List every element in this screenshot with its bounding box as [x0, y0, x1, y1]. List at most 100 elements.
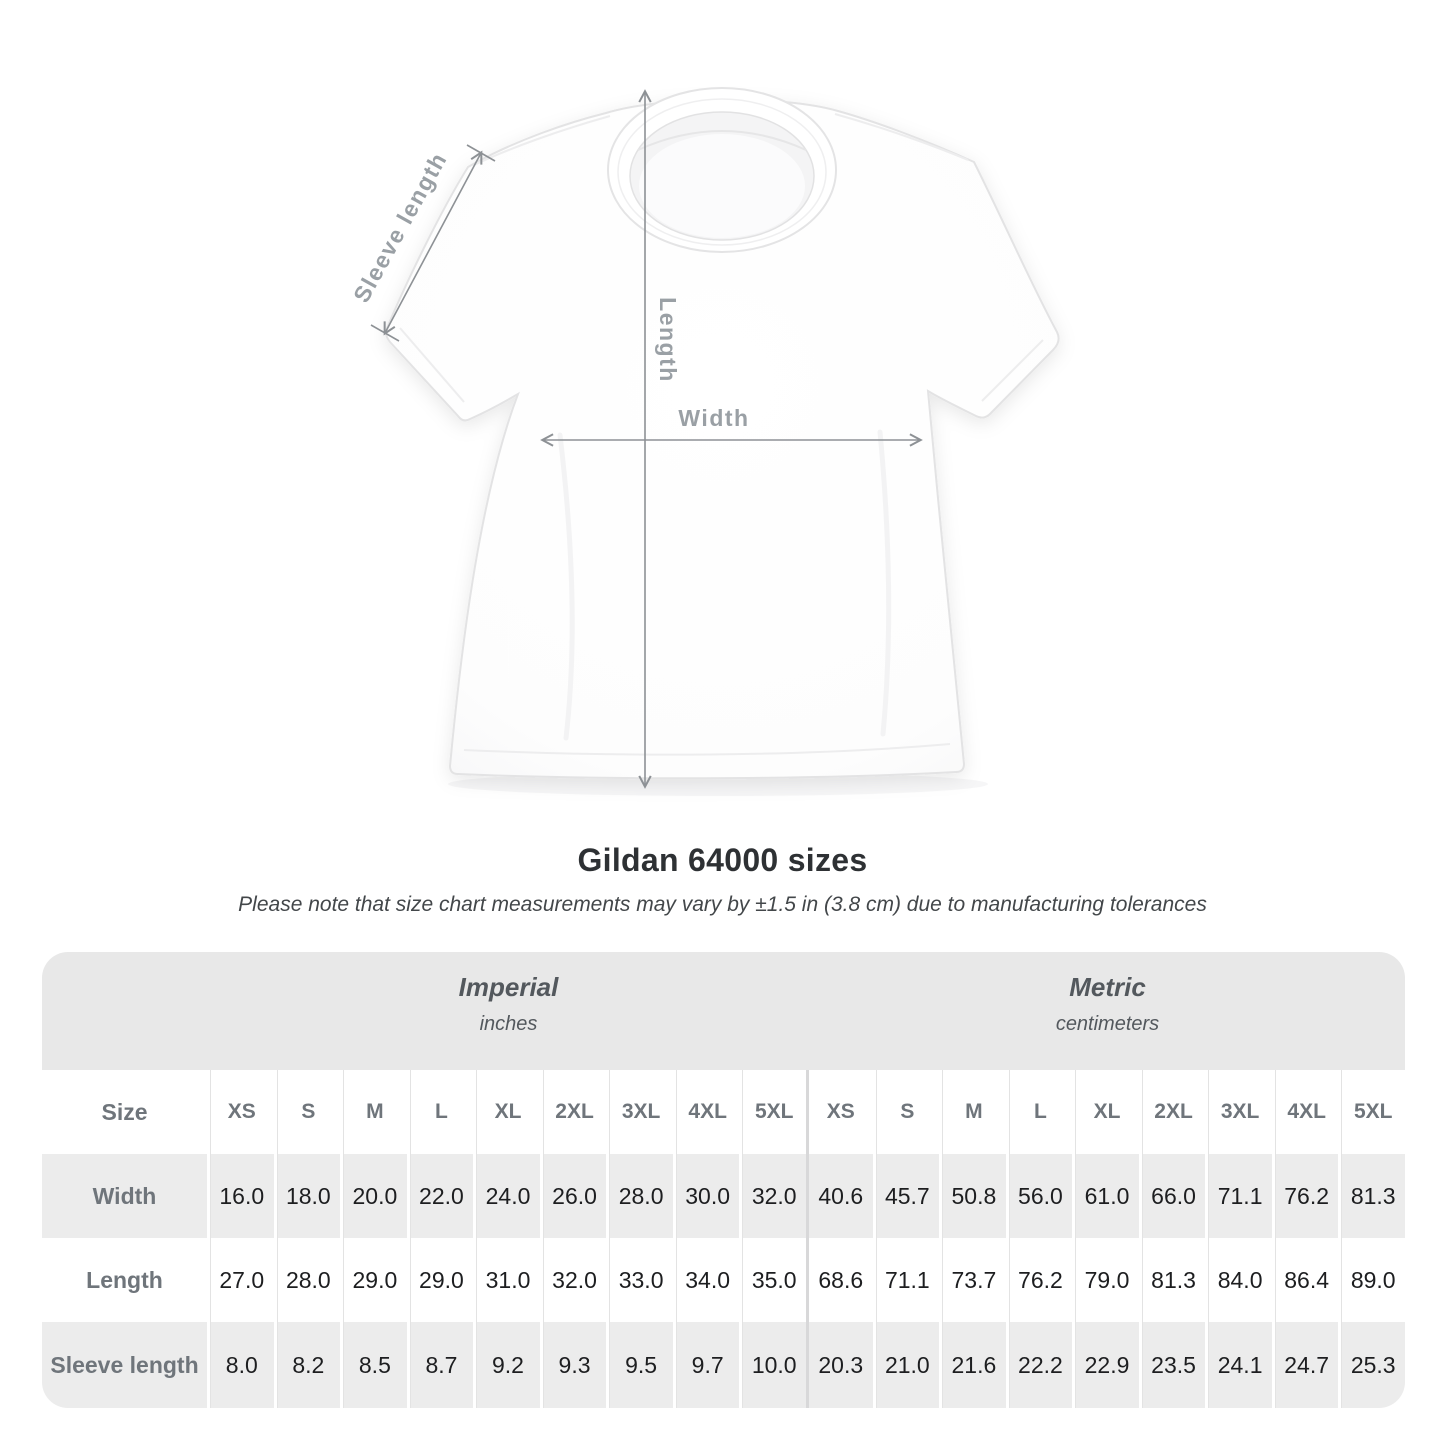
sleeve-arrow-end-tick [466, 144, 496, 162]
imperial-value: 16.0 [207, 1154, 274, 1238]
metric-value: 79.0 [1072, 1238, 1139, 1322]
imperial-value: 18.0 [273, 1154, 341, 1238]
metric-value: 71.1 [1205, 1154, 1272, 1238]
size-col-header: 3XL [606, 1070, 673, 1154]
metric-value: 71.1 [872, 1238, 940, 1322]
metric-value: 84.0 [1205, 1238, 1272, 1322]
metric-value: 68.6 [806, 1238, 873, 1322]
size-col-header: 2XL [539, 1070, 607, 1154]
row-label: Sleeve length [42, 1322, 207, 1408]
metric-value: 22.9 [1072, 1322, 1139, 1408]
size-col-header: XS [806, 1070, 873, 1154]
metric-value: 81.3 [1338, 1154, 1405, 1238]
metric-value: 86.4 [1271, 1238, 1339, 1322]
imperial-value: 9.2 [473, 1322, 540, 1408]
metric-value: 21.0 [872, 1322, 940, 1408]
imperial-value: 20.0 [340, 1154, 407, 1238]
page-title: Gildan 64000 sizes [577, 842, 868, 878]
tshirt-body [385, 87, 1060, 780]
size-col-header: 4XL [1271, 1070, 1339, 1154]
metric-value: 76.2 [1005, 1238, 1073, 1322]
length-label: Length [655, 297, 681, 383]
crease-right [877, 429, 892, 737]
size-table: Imperial inches Metric centimeters Size X… [42, 952, 1405, 1408]
crease-left [557, 432, 575, 741]
collar [607, 87, 837, 253]
sleeve-arrow-start-tick [370, 324, 400, 342]
imperial-value: 33.0 [606, 1238, 673, 1322]
size-col-header: XL [1072, 1070, 1139, 1154]
imperial-value: 34.0 [672, 1238, 740, 1322]
measurement-row: Width 16.0 18.0 20.0 22.0 24.0 26.0 28.0 30.0 32.… [42, 1154, 1405, 1238]
imperial-value: 26.0 [539, 1154, 607, 1238]
row-label: Width [42, 1154, 207, 1238]
metric-value: 25.3 [1338, 1322, 1405, 1408]
right-shoulder-seam [834, 113, 969, 161]
metric-value: 66.0 [1138, 1154, 1206, 1238]
hem-stitch [463, 743, 951, 756]
metric-value: 61.0 [1072, 1154, 1139, 1238]
imperial-value: 32.0 [539, 1238, 607, 1322]
metric-value: 50.8 [939, 1154, 1006, 1238]
size-col-header: 5XL [1338, 1070, 1405, 1154]
width-label: Width [678, 405, 749, 431]
size-col-header: S [872, 1070, 940, 1154]
metric-value: 22.2 [1005, 1322, 1073, 1408]
metric-value: 45.7 [872, 1154, 940, 1238]
size-col-header: 2XL [1138, 1070, 1206, 1154]
metric-label: Metric [1069, 972, 1146, 1002]
sleeve-length-arrow [383, 150, 483, 336]
imperial-value: 28.0 [273, 1238, 341, 1322]
measurement-row: Length 27.0 28.0 29.0 29.0 31.0 32.0 33.0 34.0 35… [42, 1238, 1405, 1322]
metric-value: 81.3 [1138, 1238, 1206, 1322]
left-sleeve-stitch [399, 327, 465, 403]
tolerance-note: Please note that size chart measurements… [238, 893, 1207, 916]
metric-group-header: Metric centimeters [810, 952, 1405, 1070]
size-col-header: L [406, 1070, 474, 1154]
imperial-value: 24.0 [473, 1154, 540, 1238]
imperial-value: 29.0 [406, 1238, 474, 1322]
imperial-value: 22.0 [406, 1154, 474, 1238]
metric-value: 20.3 [806, 1322, 873, 1408]
imperial-value: 31.0 [473, 1238, 540, 1322]
imperial-value: 8.0 [207, 1322, 274, 1408]
imperial-unit: inches [479, 1013, 538, 1035]
size-col-header: L [1005, 1070, 1073, 1154]
right-sleeve-stitch [981, 339, 1044, 402]
imperial-value: 9.5 [606, 1322, 673, 1408]
imperial-value: 29.0 [340, 1238, 407, 1322]
measurement-row: Sleeve length 8.0 8.2 8.5 8.7 9.2 9.3 9.5 9.7 10.… [42, 1322, 1405, 1408]
metric-value: 24.1 [1205, 1322, 1272, 1408]
imperial-value: 8.2 [273, 1322, 341, 1408]
row-label: Length [42, 1238, 207, 1322]
imperial-value: 32.0 [739, 1154, 806, 1238]
metric-value: 73.7 [939, 1238, 1006, 1322]
size-col-header: XL [473, 1070, 540, 1154]
size-col-header: XS [207, 1070, 274, 1154]
imperial-value: 8.5 [340, 1322, 407, 1408]
size-col-header: M [340, 1070, 407, 1154]
size-col-header: S [273, 1070, 341, 1154]
imperial-value: 28.0 [606, 1154, 673, 1238]
unit-header-band: Imperial inches Metric centimeters [42, 952, 1405, 1070]
imperial-label: Imperial [458, 972, 559, 1002]
metric-value: 24.7 [1271, 1322, 1339, 1408]
size-table-grid: Size XS S M L XL 2XL 3XL 4XL 5XL XS S M L XL 2XL 3XL 4XL 5… [42, 1070, 1405, 1408]
size-col-header: 5XL [739, 1070, 806, 1154]
imperial-value: 9.7 [672, 1322, 740, 1408]
size-col-header: 4XL [672, 1070, 740, 1154]
imperial-value: 35.0 [739, 1238, 806, 1322]
size-col-header: M [939, 1070, 1006, 1154]
imperial-value: 30.0 [672, 1154, 740, 1238]
imperial-value: 9.3 [539, 1322, 607, 1408]
imperial-value: 8.7 [406, 1322, 474, 1408]
imperial-value: 10.0 [739, 1322, 806, 1408]
tshirt-illustration: Sleeve length Length Width [347, 87, 1060, 789]
size-header-label: Size [42, 1070, 207, 1154]
size-header-row: Size XS S M L XL 2XL 3XL 4XL 5XL XS S M L XL 2XL 3XL 4XL 5… [42, 1070, 1405, 1154]
imperial-value: 27.0 [207, 1238, 274, 1322]
metric-value: 23.5 [1138, 1322, 1206, 1408]
metric-value: 40.6 [806, 1154, 873, 1238]
metric-value: 56.0 [1005, 1154, 1073, 1238]
